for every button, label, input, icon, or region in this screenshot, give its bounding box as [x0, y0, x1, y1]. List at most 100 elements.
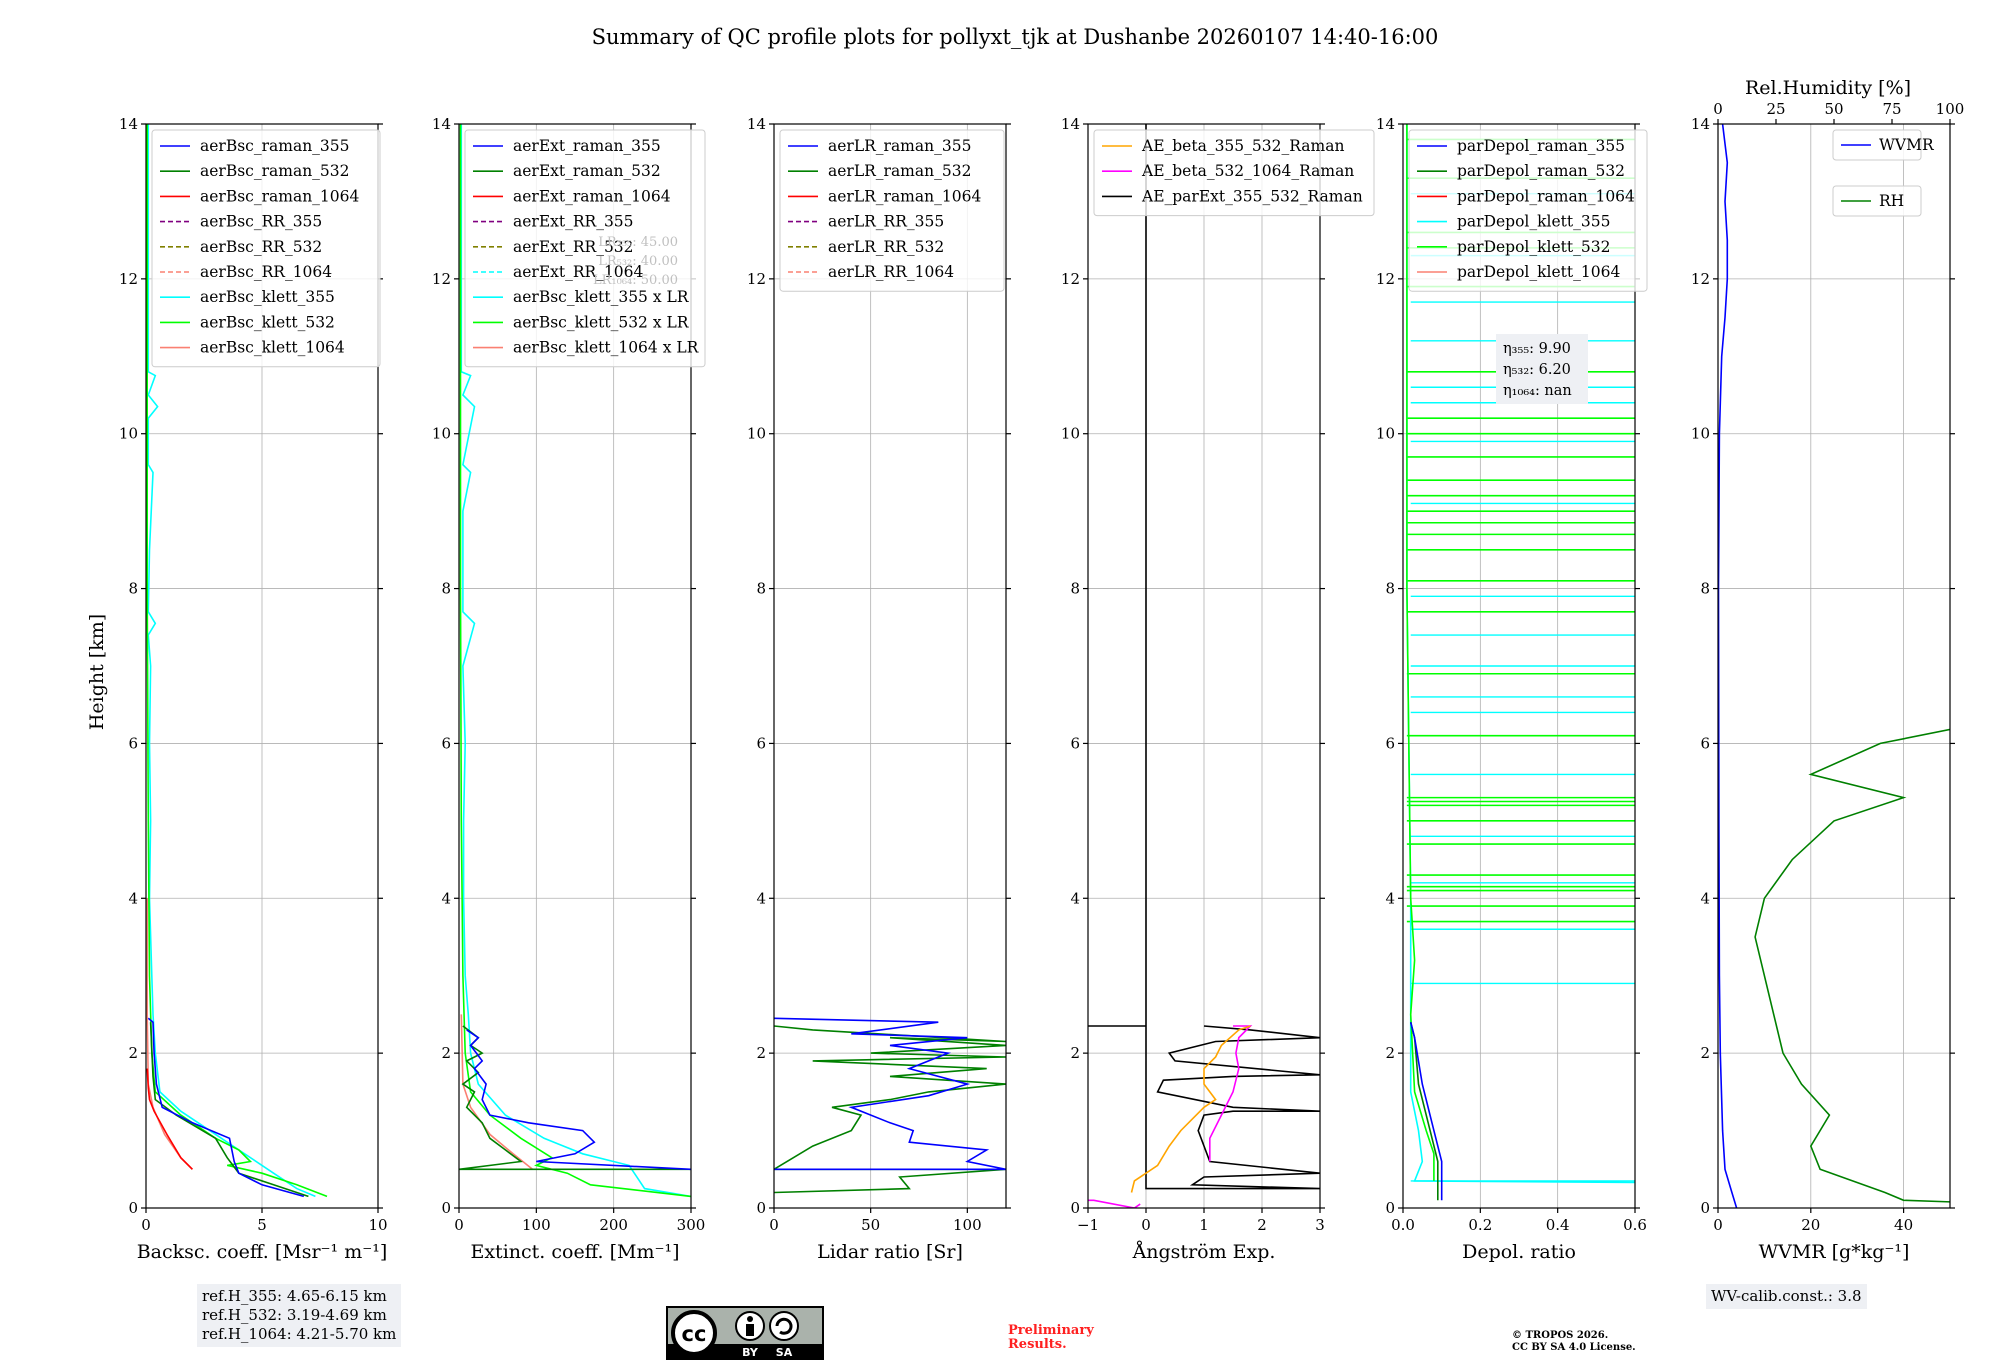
y-tick-label: 10: [1376, 425, 1395, 443]
y-tick-label: 10: [119, 425, 138, 443]
legend-label: aerBsc_klett_1064: [200, 339, 345, 357]
x-tick-label: 100: [522, 1216, 551, 1234]
y-tick-label: 6: [1070, 734, 1080, 752]
legend-rh: RH: [1833, 186, 1921, 216]
x-tick-label: 100: [953, 1216, 982, 1234]
x-tick-label: 300: [677, 1216, 706, 1234]
x-tick-label: 0: [1713, 1216, 1723, 1234]
top-x-tick-label: 100: [1936, 100, 1965, 118]
legend-label: parDepol_klett_355: [1457, 213, 1610, 231]
legend-label: aerLR_raman_355: [828, 137, 971, 155]
series-aerlr-raman-532: [774, 1026, 1006, 1193]
share-alike-icon: [770, 1312, 798, 1340]
legend-wvmr: WVMR: [1833, 130, 1935, 160]
wv-calib-text: WV-calib.const.: 3.8: [1711, 1287, 1862, 1306]
ref-h-355: ref.H_355: 4.65-6.15 km: [202, 1287, 396, 1306]
eta-355: η₃₅₅: 9.90: [1503, 341, 1571, 357]
y-tick-label: 12: [1691, 270, 1710, 288]
legend: aerLR_raman_355aerLR_raman_532aerLR_rama…: [780, 130, 1004, 291]
x-axis-label: Lidar ratio [Sr]: [817, 1241, 963, 1263]
y-tick-label: 14: [119, 115, 138, 133]
x-tick-label: −1: [1077, 1216, 1099, 1234]
x-axis-label: Depol. ratio: [1462, 1241, 1576, 1263]
x-axis-label: WVMR [g*kg⁻¹]: [1759, 1241, 1910, 1263]
x-tick-label: 0: [141, 1216, 151, 1234]
x-tick-label: 200: [599, 1216, 628, 1234]
y-tick-label: 4: [1700, 889, 1710, 907]
y-tick-label: 8: [441, 580, 451, 598]
y-tick-label: 4: [1070, 889, 1080, 907]
legend-label: aerBsc_klett_355 x LR: [513, 288, 690, 306]
y-tick-label: 6: [1700, 734, 1710, 752]
legend-label: AE_parExt_355_532_Raman: [1141, 187, 1363, 205]
y-tick-label: 8: [756, 580, 766, 598]
y-tick-label: 12: [1376, 270, 1395, 288]
y-tick-label: 0: [128, 1199, 138, 1217]
y-tick-label: 8: [1700, 580, 1710, 598]
series-aerext-raman-532: [459, 1026, 691, 1169]
figure-title: Summary of QC profile plots for pollyxt_…: [592, 25, 1439, 49]
legend-label: parDepol_raman_1064: [1457, 187, 1635, 205]
lr-note-1064: LR₁₀₆₄: 50.00: [593, 273, 678, 288]
legend-label: WVMR: [1879, 136, 1935, 154]
y-tick-label: 10: [1691, 425, 1710, 443]
legend-label: aerLR_RR_355: [828, 213, 944, 231]
legend-label: aerLR_raman_1064: [828, 187, 981, 205]
legend-label: aerBsc_raman_1064: [200, 187, 360, 205]
y-tick-label: 12: [432, 270, 451, 288]
y-tick-label: 8: [1070, 580, 1080, 598]
y-tick-label: 6: [128, 734, 138, 752]
y-tick-label: 0: [1070, 1199, 1080, 1217]
legend-label: aerBsc_klett_532 x LR: [513, 313, 690, 331]
y-tick-label: 2: [128, 1044, 138, 1062]
x-tick-label: 1: [1199, 1216, 1209, 1234]
y-tick-label: 4: [756, 889, 766, 907]
y-tick-label: 14: [747, 115, 766, 133]
y-tick-label: 4: [441, 889, 451, 907]
legend-label: aerBsc_RR_1064: [200, 263, 332, 281]
y-tick-label: 6: [756, 734, 766, 752]
y-tick-label: 0: [1700, 1199, 1710, 1217]
series-group: [1719, 124, 2000, 1208]
y-tick-label: 10: [432, 425, 451, 443]
ref-height-box: ref.H_355: 4.65-6.15 km ref.H_532: 3.19-…: [197, 1284, 401, 1347]
y-tick-label: 2: [756, 1044, 766, 1062]
legend-label: aerBsc_klett_532: [200, 313, 335, 331]
x-tick-label: 0: [769, 1216, 779, 1234]
y-tick-label: 2: [1070, 1044, 1080, 1062]
x-tick-label: 2: [1257, 1216, 1267, 1234]
cc-license-badge: cc BY SA: [666, 1306, 824, 1362]
y-tick-label: 12: [1061, 270, 1080, 288]
copyright-note: © TROPOS 2026. CC BY SA 4.0 License.: [1512, 1330, 1636, 1354]
x-tick-label: 0.2: [1468, 1216, 1492, 1234]
rh-axis-label: Rel.Humidity [%]: [1745, 77, 1911, 99]
top-x-tick-label: 50: [1824, 100, 1843, 118]
y-tick-label: 6: [1385, 734, 1395, 752]
wv-calib-box: WV-calib.const.: 3.8: [1706, 1284, 1867, 1309]
axes-frame: [1718, 124, 1950, 1208]
legend: AE_beta_355_532_RamanAE_beta_532_1064_Ra…: [1094, 130, 1374, 216]
y-tick-label: 14: [1061, 115, 1080, 133]
x-tick-label: 0.0: [1391, 1216, 1415, 1234]
x-tick-label: 0.6: [1623, 1216, 1647, 1234]
y-tick-label: 14: [432, 115, 451, 133]
legend-label: parDepol_klett_1064: [1457, 263, 1620, 281]
eta-box: η₃₅₅: 9.90 η₅₃₂: 6.20 η₁₀₆₄: nan: [1496, 334, 1588, 404]
y-tick-label: 0: [1385, 1199, 1395, 1217]
y-tick-label: 2: [1700, 1044, 1710, 1062]
y-axis-label: Height [km]: [86, 614, 108, 730]
copyright-line-2: CC BY SA 4.0 License.: [1512, 1342, 1636, 1354]
ref-h-532: ref.H_532: 3.19-4.69 km: [202, 1306, 396, 1325]
legend-label: aerBsc_klett_355: [200, 288, 335, 306]
legend-label: parDepol_klett_532: [1457, 238, 1610, 256]
legend-label: aerExt_raman_532: [513, 162, 661, 180]
lr-notes: LR₃₅₅: 45.00 LR₅₃₂: 40.00 LR₁₀₆₄: 50.00: [593, 235, 678, 288]
legend-label: aerBsc_RR_532: [200, 238, 322, 256]
legend-label: AE_beta_532_1064_Raman: [1141, 162, 1354, 180]
x-tick-label: 0.4: [1546, 1216, 1570, 1234]
